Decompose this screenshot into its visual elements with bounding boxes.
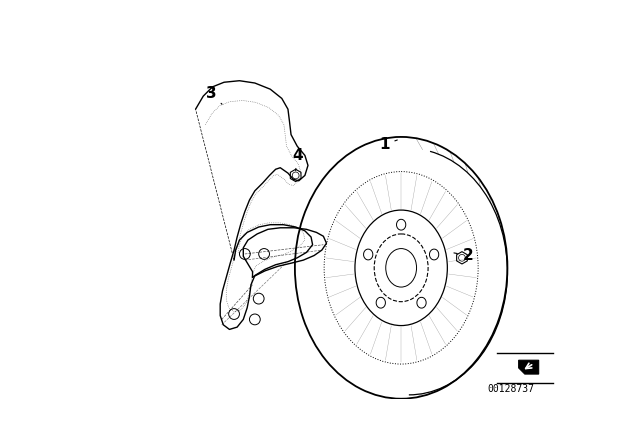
Text: 3: 3 (205, 86, 222, 104)
Text: 4: 4 (292, 148, 303, 171)
Polygon shape (518, 360, 539, 374)
Text: 1: 1 (379, 137, 397, 152)
Text: 2: 2 (454, 248, 474, 263)
Text: 00128737: 00128737 (488, 383, 535, 394)
